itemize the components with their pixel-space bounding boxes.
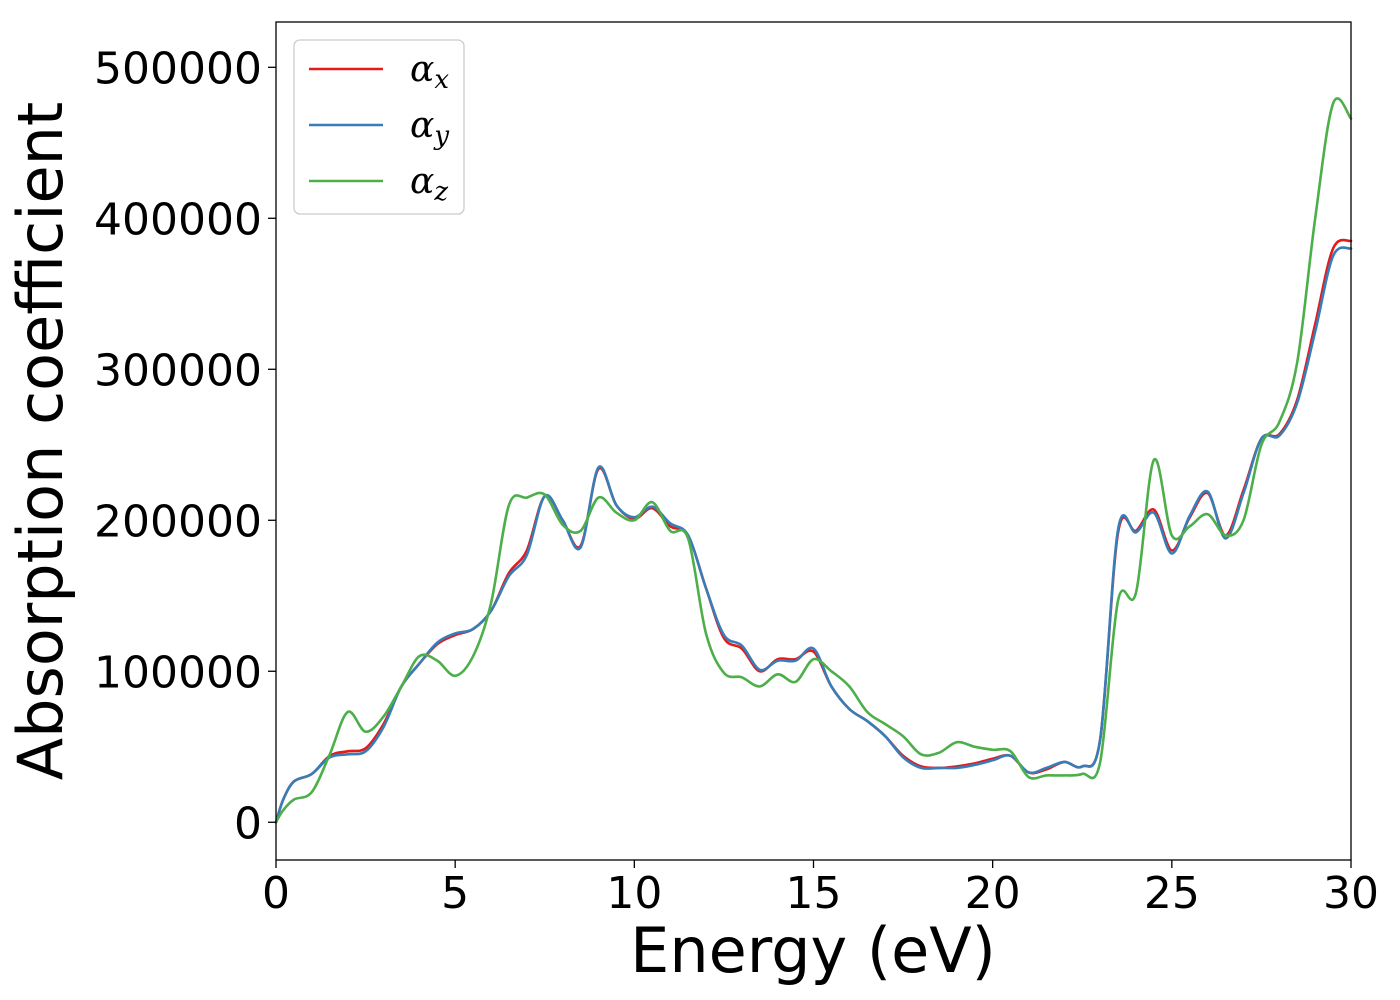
legend-label-alpha-x: αx [410,49,449,95]
y-axis-label: Absorption coefficient [4,102,77,781]
x-tick-label: 25 [1144,868,1200,919]
x-axis-label: Energy (eV) [630,914,996,987]
y-tick-label: 200000 [94,496,262,547]
x-tick-label: 0 [262,868,290,919]
x-tick-label: 30 [1323,868,1379,919]
y-tick-label: 500000 [94,43,262,94]
x-axis-ticks: 0 5 10 15 20 25 30 [262,860,1379,919]
y-axis-ticks: 0 100000 200000 300000 400000 500000 [94,43,276,849]
x-tick-label: 15 [786,868,842,919]
y-tick-label: 0 [234,798,262,849]
x-tick-label: 20 [965,868,1021,919]
series-line-alpha-z [274,97,1353,824]
y-tick-label: 100000 [94,647,262,698]
y-tick-label: 400000 [94,194,262,245]
legend: αx αy αz [293,39,465,215]
y-tick-label: 300000 [94,345,262,396]
legend-frame [293,39,465,215]
legend-label-alpha-y: αy [410,105,449,151]
legend-label-alpha-z: αz [410,161,448,207]
series-line-alpha-y [274,246,1353,824]
series-line-alpha-x [274,238,1353,824]
x-tick-label: 10 [606,868,662,919]
x-tick-label: 5 [441,868,469,919]
series-layer [274,97,1353,824]
